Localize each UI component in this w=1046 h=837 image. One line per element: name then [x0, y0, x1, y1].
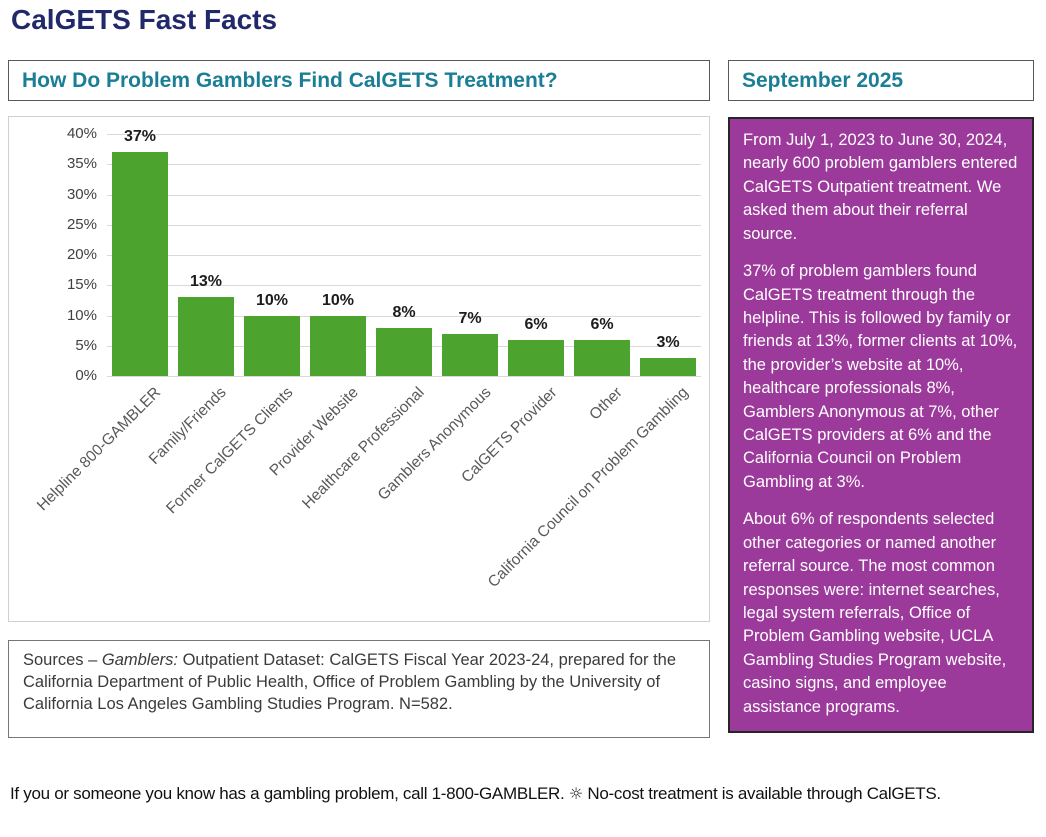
bar — [244, 315, 300, 376]
sources-dataset-name: Gamblers: — [101, 651, 178, 669]
summary-paragraph: 37% of problem gamblers found CalGETS tr… — [743, 262, 1018, 491]
bar — [112, 152, 168, 376]
y-axis-tick-label: 35% — [66, 155, 97, 173]
gridline — [107, 194, 701, 196]
bar-value-label: 6% — [524, 315, 548, 333]
y-axis-tick-label: 20% — [66, 246, 97, 263]
x-axis-category-label: Healthcare Professional — [299, 384, 429, 513]
x-axis-category-label: Gamblers Anonymous — [374, 384, 495, 504]
bar-value-label: 3% — [656, 333, 680, 351]
bar — [574, 339, 630, 376]
date-header: September 2025 — [728, 60, 1034, 101]
footer-text-1: If you or someone you know has a gamblin… — [10, 784, 565, 803]
gridline — [107, 224, 701, 226]
summary-paragraph: From July 1, 2023 to June 30, 2024, near… — [743, 131, 1018, 243]
bar-value-label: 37% — [123, 128, 157, 146]
gridline — [107, 285, 701, 287]
gridline — [107, 376, 701, 377]
sun-icon: ☼ — [568, 784, 583, 803]
x-axis-category-label: Former CalGETS Clients — [162, 384, 297, 518]
bar-value-label: 10% — [321, 291, 355, 309]
x-axis-category-label: Helpline 800-GAMBLER — [33, 384, 165, 515]
page-title: CalGETS Fast Facts — [11, 4, 278, 35]
bar — [442, 333, 498, 376]
summary-panel: From July 1, 2023 to June 30, 2024, near… — [728, 117, 1034, 733]
bar — [508, 339, 564, 376]
y-axis-tick-label: 30% — [66, 185, 97, 203]
bar-value-label: 7% — [458, 309, 482, 327]
bar — [310, 315, 366, 376]
gridline — [107, 164, 701, 166]
y-axis-tick-label: 25% — [66, 215, 97, 233]
referral-source-bar-chart: 40% 35% 30% 25% 20% 15% 10% 5% 0% 37% Helpline 800… — [8, 116, 710, 622]
chart-question-header: How Do Problem Gamblers Find CalGETS Tre… — [8, 60, 710, 101]
sources-prefix: Sources – — [23, 651, 102, 669]
gridline — [107, 315, 701, 317]
footer-helpline: If you or someone you know has a gamblin… — [10, 784, 1042, 804]
summary-paragraph: About 6% of respondents selected other c… — [743, 510, 1007, 716]
sources-rest: Outpatient Dataset: CalGETS Fiscal Year … — [23, 651, 677, 713]
bar — [640, 357, 696, 376]
bar — [178, 297, 234, 376]
bar-value-label: 13% — [189, 273, 223, 291]
bar — [376, 327, 432, 376]
gridline — [107, 255, 701, 256]
y-axis-tick-label: 40% — [66, 125, 97, 142]
x-axis-category-label: Other — [586, 384, 627, 424]
y-axis-tick-label: 15% — [66, 276, 97, 294]
y-axis-tick-label: 5% — [75, 336, 97, 354]
date-label: September 2025 — [742, 68, 904, 92]
footer-text-2: No-cost treatment is available through C… — [587, 784, 941, 803]
bar-value-label: 10% — [255, 291, 289, 309]
sources-note: Sources – Gamblers: Outpatient Dataset: … — [8, 640, 710, 738]
y-axis-tick-label: 10% — [66, 306, 97, 324]
chart-question-title: How Do Problem Gamblers Find CalGETS Tre… — [22, 68, 558, 92]
gridline — [107, 134, 701, 135]
y-axis-tick-label: 0% — [75, 367, 97, 384]
bar-value-label: 6% — [590, 315, 614, 333]
bar-value-label: 8% — [392, 303, 416, 321]
